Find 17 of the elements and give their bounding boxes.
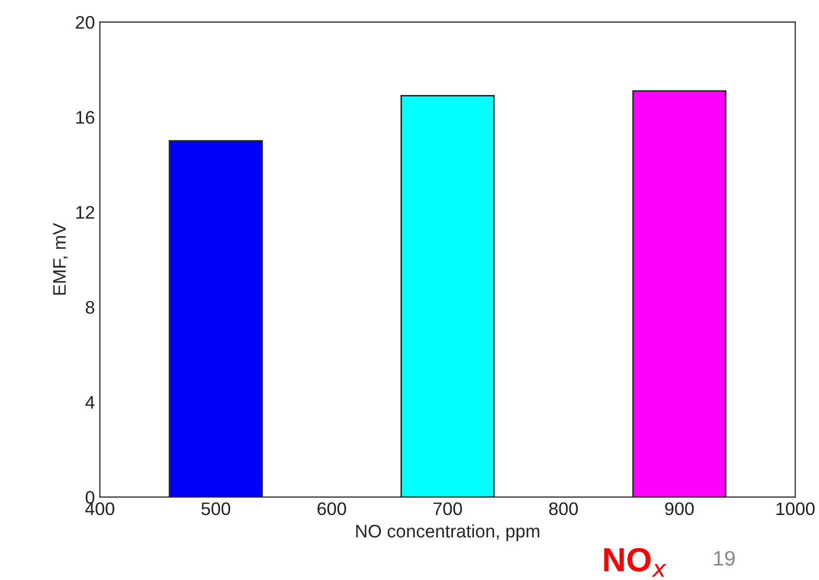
y-tick-label: 12 — [76, 206, 94, 219]
y-tick-label: 0 — [86, 490, 94, 504]
x-tick-label: 1000 — [776, 502, 815, 516]
x-tick-label: 600 — [318, 502, 346, 516]
x-tick-label: 800 — [549, 502, 578, 516]
x-tick-label: 400 — [85, 502, 114, 516]
y-axis-title: EMF, mV — [53, 223, 68, 295]
x-tick-label: 500 — [201, 502, 230, 516]
y-tick-label: 16 — [76, 110, 94, 124]
x-axis-title: NO concentration, ppm — [356, 524, 540, 542]
text: 19 — [714, 550, 735, 566]
x-tick-label: 700 — [433, 502, 462, 516]
x-tick-label: 900 — [665, 502, 694, 516]
text: NO$_{x}$ — [604, 548, 666, 577]
y-tick-label: 8 — [86, 300, 94, 314]
y-tick-label: 4 — [85, 396, 95, 409]
y-tick-label: 20 — [76, 16, 94, 29]
